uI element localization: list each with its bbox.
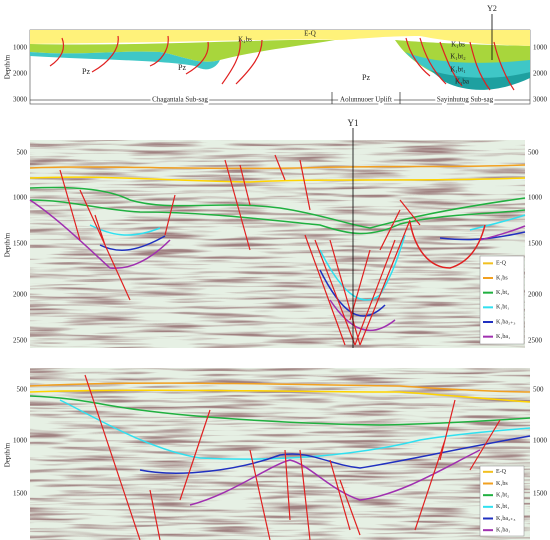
unit-label: K₁bt₁ (450, 66, 465, 74)
legend-label: K₁ba₁ (496, 528, 510, 534)
depth-tick-label: 2000 (13, 70, 28, 78)
legend: E-Q K₁bs K₁bt₂ K₁bt₁ K₁ba₂₊₃ K₁ba₁ (479, 465, 525, 537)
depth-tick-label: 2000 (13, 291, 28, 299)
unit-label: K₁bt₂ (450, 53, 466, 61)
unit-label: E-Q (304, 30, 316, 38)
horizon (139, 435, 531, 474)
fault (84, 374, 501, 540)
legend-label: K₁ba₁ (496, 334, 510, 340)
bt-layer (405, 52, 530, 84)
depth-tick-label: 1000 (533, 437, 548, 445)
fault (49, 35, 515, 91)
depth-tick-label: 2000 (533, 70, 548, 78)
depth-ticks: 500 500 1000 1000 1500 1500 2000 2000 2500 2500 (13, 149, 543, 345)
horizon (59, 399, 531, 460)
depth-tick-label: 500 (533, 386, 544, 394)
depth-tick-label: 2500 (528, 337, 543, 345)
depth-tick-label: 2000 (528, 291, 543, 299)
legend-label: K₁bs (496, 481, 508, 487)
depth-tick-label: 1000 (533, 44, 548, 52)
seismic-texture (30, 368, 530, 540)
unit-name: Chagantala Sub-sag (152, 96, 208, 104)
unit-name: Aolunnuoer Uplift (340, 96, 392, 104)
horizon (409, 221, 486, 269)
seismic-profile-1: Y1 Depth/m 500 500 1000 1000 1500 1500 2000 200… (4, 118, 543, 348)
ba-layer (430, 70, 530, 90)
unit-label: K₁bs (451, 41, 465, 49)
depth-tick-label: 500 (528, 149, 539, 157)
eq-layer (30, 30, 530, 46)
legend-label: E-Q (496, 469, 507, 475)
depth-ticks: 1000 1000 2000 2000 3000 3000 (13, 44, 548, 104)
depth-tick-label: 500 (17, 386, 28, 394)
cross-section: Y2 E-Q K₁bs K₁bs K₁bt₂ K₁bt₁ K₁ba Pz Pz … (4, 4, 531, 106)
depth-tick-label: 1000 (13, 44, 28, 52)
depth-tick-label: 500 (17, 149, 28, 157)
horizon (29, 382, 531, 393)
depth-tick-label: 1500 (533, 490, 548, 498)
depth-tick-label: 1500 (13, 240, 28, 248)
depth-tick-label: 3000 (13, 96, 28, 104)
legend-label: K₁bs (496, 275, 508, 281)
horizon (29, 164, 526, 170)
legend: E-Q K₁bs K₁bt₂ K₁bt₁ K₁ba₂₊₃ K₁ba₁ (479, 255, 525, 345)
depth-tick-label: 1000 (13, 437, 28, 445)
seismic-profile-2: Depth/m 500 500 1000 1000 1500 1500 E-Q K₁bs K₁… (4, 368, 548, 540)
depth-tick-label: 1500 (13, 490, 28, 498)
basement-label: Pz (362, 73, 370, 82)
legend-label: K₁bt₁ (496, 504, 509, 510)
horizon (29, 199, 526, 235)
legend-label: E-Q (496, 261, 507, 267)
well-label: Y2 (487, 4, 497, 13)
horizon (29, 395, 531, 426)
unit-label: K₁ba (455, 78, 470, 86)
bs-layer (30, 40, 335, 62)
depth-tick-label: 3000 (533, 96, 548, 104)
well-label: Y1 (348, 118, 359, 128)
axis-label: Depth/m (4, 442, 12, 467)
horizon (29, 176, 526, 183)
legend-label: K₁ba₂₊₃ (496, 319, 515, 325)
axis-label: Depth/m (4, 232, 12, 257)
unit-label: K₁bs (238, 36, 252, 44)
horizon (189, 449, 481, 506)
axis-label: Depth/m (4, 54, 12, 79)
seismic-texture (30, 140, 525, 348)
depth-tick-label: 1000 (528, 194, 543, 202)
legend-label: K₁ba₂₊₃ (496, 516, 515, 522)
depth-ticks: 500 500 1000 1000 1500 1500 (13, 386, 548, 498)
legend-box (479, 465, 525, 537)
depth-tick-label: 1000 (13, 194, 28, 202)
depth-tick-label: 2500 (13, 337, 28, 345)
legend-box (479, 255, 525, 345)
fault (59, 154, 421, 346)
legend-label: K₁bt₂ (496, 290, 509, 296)
unit-name: Sayinhutug Sub-sag (437, 96, 494, 104)
legend-label: K₁bt₁ (496, 305, 509, 311)
legend-label: K₁bt₂ (496, 493, 509, 499)
horizon (29, 186, 526, 229)
basement-label: Pz (82, 67, 90, 76)
horizon (29, 389, 531, 403)
bt-layer (30, 51, 220, 70)
basement-label: Pz (178, 63, 186, 72)
depth-tick-label: 1500 (528, 240, 543, 248)
